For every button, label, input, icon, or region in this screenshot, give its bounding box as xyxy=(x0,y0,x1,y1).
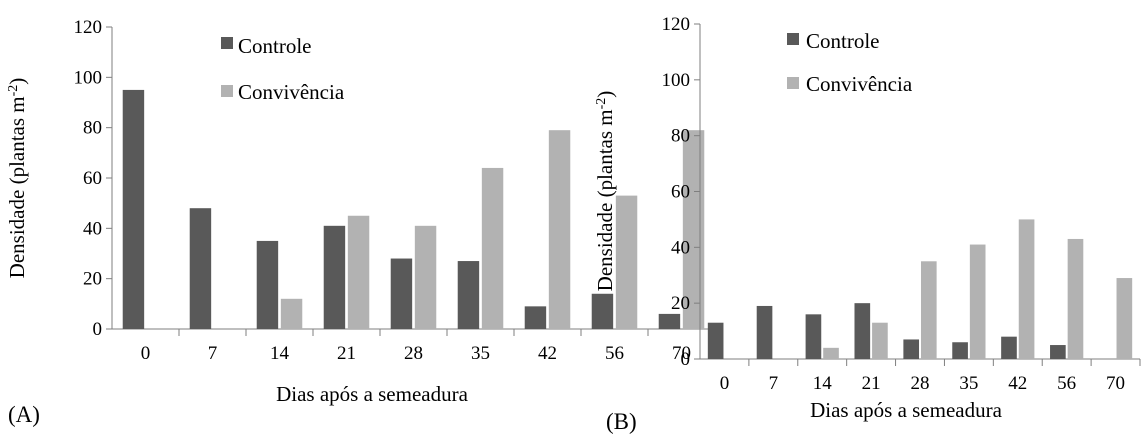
chart-b-legend-swatch-convivencia xyxy=(787,77,799,89)
chart-b-x-tick-label: 56 xyxy=(1057,373,1076,394)
chart-a-bar-controle xyxy=(390,258,413,329)
chart-a-x-tick-label: 70 xyxy=(672,343,691,364)
chart-b-x-tick-label: 42 xyxy=(1008,373,1027,394)
chart-a-bar-controle xyxy=(323,225,346,329)
chart-a-y-tick-label: 60 xyxy=(83,168,102,189)
chart-b-bar-convivencia xyxy=(1067,238,1084,359)
chart-b-bar-controle xyxy=(903,339,920,359)
chart-b-y-tick-label: 120 xyxy=(662,14,691,35)
chart-b-bar-convivencia xyxy=(1018,219,1035,359)
chart-b-bar-controle xyxy=(707,322,724,359)
chart-b-x-tick-label: 21 xyxy=(862,373,881,394)
chart-a-legend-label: Controle xyxy=(238,34,312,58)
chart-b-bar-controle xyxy=(756,305,773,359)
chart-b-bar-controle xyxy=(854,303,871,359)
chart-a-y-tick-label: 20 xyxy=(83,269,102,290)
chart-b-y-tick-label: 20 xyxy=(671,293,690,314)
chart-b-y-tick-label: 100 xyxy=(662,70,691,91)
chart-b-panel-label: (B) xyxy=(606,409,637,434)
chart-a-bar-controle xyxy=(524,306,547,329)
chart-a-bar-convivencia xyxy=(615,195,638,329)
chart-b-x-tick-label: 70 xyxy=(1106,373,1125,394)
chart-b-bar-convivencia xyxy=(920,261,937,359)
chart-b-y-tick-label: 40 xyxy=(671,237,690,258)
chart-b-legend-label: Controle xyxy=(806,29,880,53)
chart-a-y-axis-label-close: ) xyxy=(5,78,29,85)
chart-a-y-axis-label: Densidade (plantas m-2) xyxy=(5,78,29,279)
chart-a-bar-controle xyxy=(122,89,145,330)
chart-b-bar-convivencia xyxy=(1116,278,1133,359)
chart-b-legend-swatch-controle xyxy=(787,33,799,45)
chart-b-x-tick-label: 14 xyxy=(813,373,833,394)
chart-b-x-tick-label: 35 xyxy=(959,373,978,394)
chart-a-bar-controle xyxy=(189,208,212,329)
chart-a-legend-label: Convivência xyxy=(238,80,345,104)
chart-a-bar-controle xyxy=(658,313,681,329)
chart-a-x-tick-label: 21 xyxy=(337,343,356,364)
chart-a-x-tick-label: 56 xyxy=(605,343,624,364)
chart-b-y-axis-label-main: Densidade (plantas m xyxy=(593,109,617,291)
chart-b-y-axis-label: Densidade (plantas m-2) xyxy=(593,91,617,292)
chart-a-bar-convivencia xyxy=(481,167,504,329)
chart-b-bar-controle xyxy=(1001,336,1017,359)
chart-b-bar-convivencia xyxy=(872,322,888,359)
chart-a-bar-convivencia xyxy=(280,298,303,329)
chart-a-y-tick-label: 0 xyxy=(93,319,103,340)
chart-a-x-tick-label: 42 xyxy=(538,343,557,364)
chart-a-y-tick-label: 80 xyxy=(83,118,102,139)
chart-a-y-axis-label-sup: -2 xyxy=(6,85,21,97)
chart-a-x-axis-label: Dias após a semeadura xyxy=(276,382,469,406)
chart-a-bar-convivencia xyxy=(414,225,437,329)
chart-b-y-tick-label: 60 xyxy=(671,182,690,203)
chart-a-bar-controle xyxy=(591,293,614,329)
chart-a-x-tick-label: 14 xyxy=(270,343,290,364)
chart-b-bar-convivencia xyxy=(969,244,986,359)
chart-b-x-tick-label: 0 xyxy=(720,373,730,394)
chart-a-x-tick-label: 35 xyxy=(471,343,490,364)
chart-b-bar-controle xyxy=(805,314,822,359)
chart-b-legend-label: Convivência xyxy=(806,72,913,96)
chart-a-bar-convivencia xyxy=(548,130,571,329)
chart-b-y-tick-label: 80 xyxy=(671,126,690,147)
chart-a-x-tick-label: 0 xyxy=(141,343,151,364)
chart-b-y-axis-label-close: ) xyxy=(593,91,617,98)
chart-b-x-tick-label: 7 xyxy=(769,373,779,394)
chart-a-legend-swatch-convivencia xyxy=(221,85,233,97)
chart-a-y-tick-label: 100 xyxy=(74,67,103,88)
chart-a-y-axis-label-main: Densidade (plantas m xyxy=(5,96,29,278)
chart-a-bar-convivencia xyxy=(682,130,705,329)
chart-a-bar-convivencia xyxy=(347,215,370,329)
chart-b-bar-controle xyxy=(1050,345,1066,359)
chart-a-panel-label: (A) xyxy=(8,402,40,427)
chart-a-y-tick-label: 40 xyxy=(83,218,102,239)
chart-b-y-tick-label: 0 xyxy=(681,349,691,370)
chart-b-bar-convivencia xyxy=(823,347,839,359)
chart-a-x-tick-label: 28 xyxy=(404,343,423,364)
chart-a-y-tick-label: 120 xyxy=(74,17,103,38)
chart-b-y-axis-label-sup: -2 xyxy=(594,98,609,110)
chart-a-x-tick-label: 7 xyxy=(208,343,218,364)
chart-b-x-tick-label: 28 xyxy=(911,373,930,394)
chart-a-legend-swatch-controle xyxy=(221,37,233,49)
chart-b-x-axis-label: Dias após a semeadura xyxy=(810,398,1003,422)
chart-a-bar-controle xyxy=(256,240,279,329)
chart-a-bar-controle xyxy=(457,261,480,329)
chart-b-bar-controle xyxy=(952,342,968,359)
